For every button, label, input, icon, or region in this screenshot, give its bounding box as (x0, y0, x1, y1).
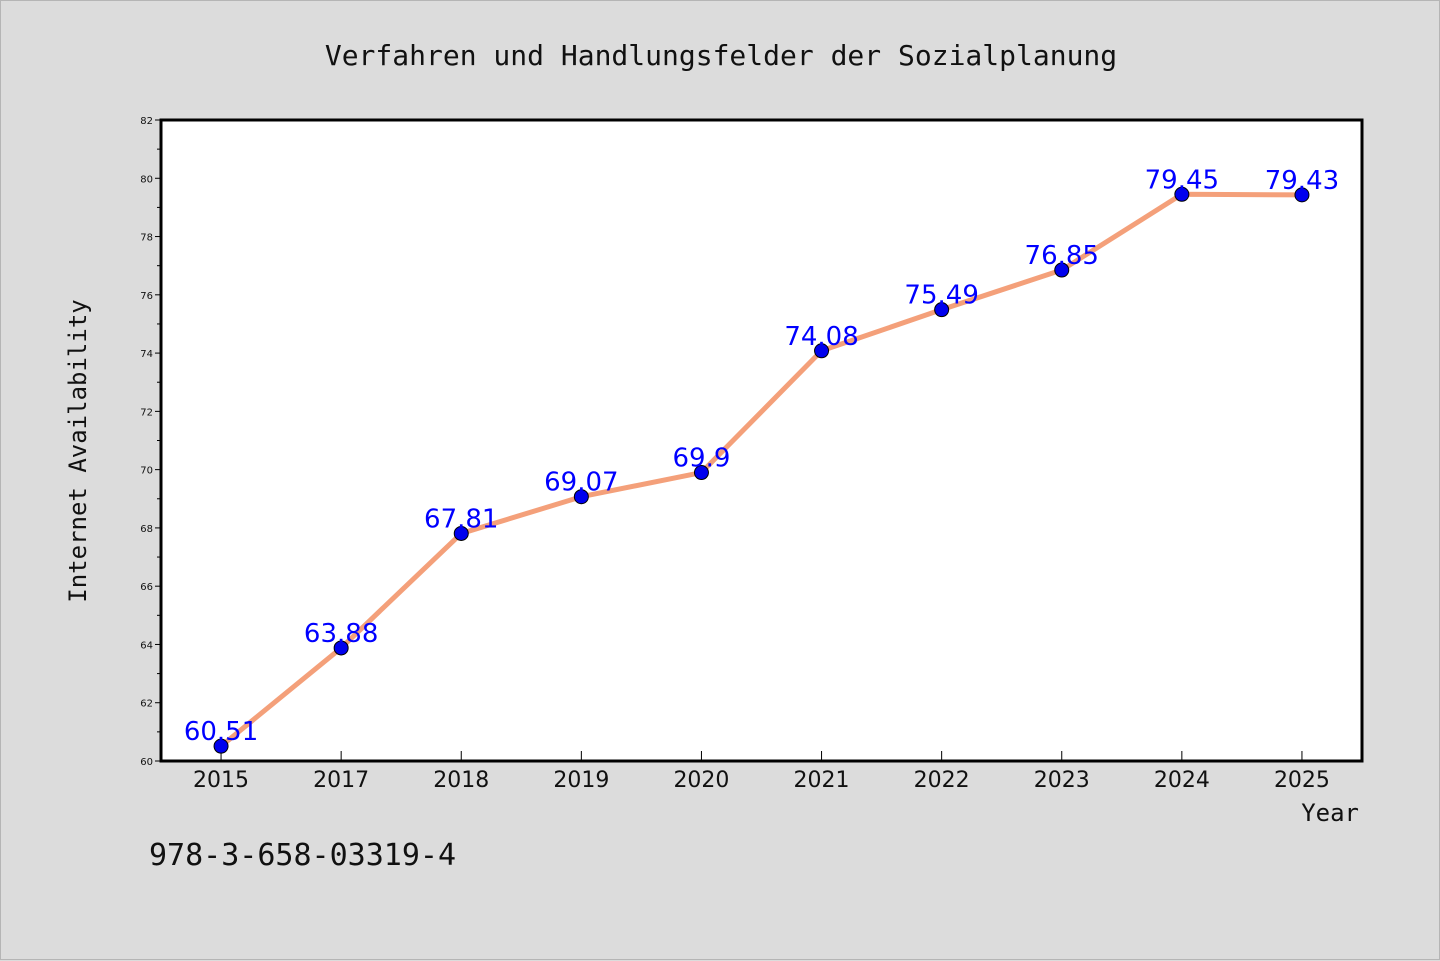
data-label: 74.08 (784, 322, 858, 352)
data-label: 79.43 (1265, 166, 1339, 196)
y-tick-label: 60 (140, 757, 153, 768)
series-line-group: 60.51 63.88 67.81 69.07 69.9 74.08 75.49 76.85 7… (184, 165, 1339, 754)
chart-title: Verfahren und Handlungsfelder der Sozial… (325, 39, 1117, 72)
x-tick-label: 2021 (794, 768, 850, 793)
data-label: 79.45 (1145, 165, 1219, 195)
x-tick-label: 2020 (673, 768, 729, 793)
x-tick-label: 2024 (1154, 768, 1210, 793)
y-tick-label: 76 (140, 291, 153, 302)
y-axis-ticks: 60 62 64 66 68 70 72 74 76 78 80 82 (140, 116, 161, 768)
data-point-marker (814, 343, 830, 359)
x-tick-label: 2015 (193, 768, 249, 793)
x-axis-ticks: 2015 2017 2018 2019 2020 2021 2022 2023 2024 2025 (193, 751, 1330, 793)
data-point-marker (934, 302, 950, 318)
data-point-marker (1174, 186, 1190, 202)
y-tick-label: 74 (140, 349, 153, 360)
data-label: 75.49 (904, 281, 978, 311)
data-label: 63.88 (304, 619, 378, 649)
y-tick-label: 70 (140, 466, 153, 477)
data-label: 67.81 (424, 504, 498, 534)
data-point-marker (693, 465, 709, 481)
data-label: 60.51 (184, 717, 258, 747)
data-point-marker (1294, 187, 1310, 203)
x-tick-label: 2022 (914, 768, 970, 793)
x-tick-label: 2017 (313, 768, 369, 793)
data-label: 69.9 (673, 444, 731, 474)
data-point-marker (213, 738, 229, 754)
x-axis-label: Year (1301, 799, 1359, 827)
y-tick-label: 72 (140, 407, 153, 418)
y-tick-label: 66 (140, 582, 153, 593)
y-tick-label: 62 (140, 699, 153, 710)
series-line (218, 191, 1305, 749)
data-point-marker (333, 640, 349, 656)
y-axis-label: Internet Availability (64, 299, 92, 602)
plot-area (161, 120, 1362, 761)
y-tick-label: 64 (140, 640, 153, 651)
data-point-marker (453, 525, 469, 541)
y-tick-label: 78 (140, 233, 153, 244)
x-tick-label: 2025 (1274, 768, 1330, 793)
footer-isbn: 978-3-658-03319-4 (149, 838, 456, 873)
y-tick-label: 80 (140, 174, 153, 185)
y-tick-label: 68 (140, 524, 153, 535)
x-tick-label: 2023 (1034, 768, 1090, 793)
plot-frame (159, 118, 1364, 763)
data-label: 76.85 (1025, 241, 1099, 271)
x-tick-label: 2019 (553, 768, 609, 793)
data-label: 69.07 (544, 468, 618, 498)
data-point-marker (1054, 262, 1070, 278)
y-tick-label: 82 (140, 116, 153, 127)
data-point-marker (573, 489, 589, 505)
x-tick-label: 2018 (433, 768, 489, 793)
